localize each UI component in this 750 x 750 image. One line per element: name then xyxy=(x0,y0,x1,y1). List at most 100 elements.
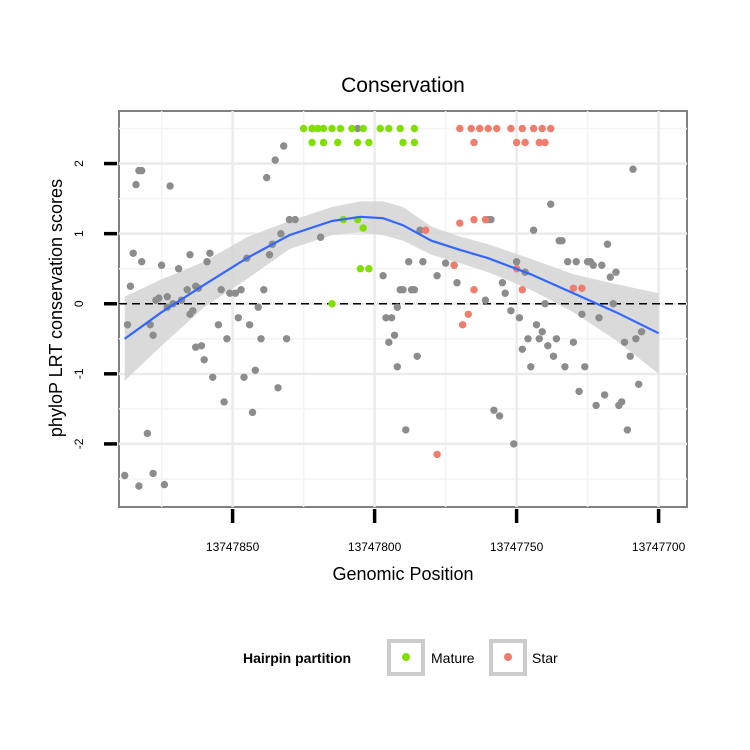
point-other xyxy=(626,352,634,360)
point-other xyxy=(226,289,234,297)
point-mature xyxy=(336,124,345,133)
point-star xyxy=(521,138,529,147)
point-other xyxy=(132,180,140,189)
point-other xyxy=(618,398,626,406)
point-star xyxy=(456,219,464,227)
point-star xyxy=(464,310,472,318)
point-other xyxy=(600,391,609,399)
point-other xyxy=(157,261,166,269)
point-mature xyxy=(308,124,316,133)
point-other xyxy=(413,352,421,360)
point-mature xyxy=(299,124,308,133)
point-other xyxy=(260,286,268,294)
y-tick-label: 0 xyxy=(72,300,86,307)
point-star xyxy=(470,138,478,147)
point-other xyxy=(501,289,509,297)
point-other xyxy=(518,345,526,353)
point-other xyxy=(515,314,524,322)
point-other xyxy=(316,233,325,241)
point-other xyxy=(433,272,441,280)
point-other xyxy=(353,124,362,133)
data-points xyxy=(121,124,646,490)
point-other xyxy=(405,258,413,266)
point-other xyxy=(637,328,646,336)
point-other xyxy=(453,279,461,287)
point-mature xyxy=(348,124,356,133)
point-mature xyxy=(365,265,373,273)
point-other xyxy=(138,258,146,266)
legend: Hairpin partition Mature Star xyxy=(243,639,558,676)
point-mature xyxy=(328,124,336,133)
point-other xyxy=(129,249,137,257)
point-other xyxy=(498,279,507,287)
point-other xyxy=(143,429,152,438)
point-other xyxy=(209,373,217,381)
point-other xyxy=(240,373,248,381)
point-other xyxy=(220,398,228,406)
point-other xyxy=(387,314,396,322)
point-star xyxy=(470,215,478,224)
x-tick-label: 13747700 xyxy=(632,540,686,554)
point-other xyxy=(532,321,541,329)
point-star xyxy=(512,138,521,147)
point-other xyxy=(581,363,589,371)
point-other xyxy=(393,303,401,311)
point-other xyxy=(186,251,194,259)
point-mature xyxy=(376,124,384,133)
point-other xyxy=(217,286,225,294)
point-mature xyxy=(385,124,393,133)
point-other xyxy=(512,258,521,266)
point-other xyxy=(578,310,586,318)
point-other xyxy=(251,366,259,374)
point-star xyxy=(433,450,441,459)
point-star xyxy=(518,124,526,133)
point-other xyxy=(121,471,129,480)
legend-star-dot xyxy=(504,653,512,661)
point-mature xyxy=(308,138,316,147)
point-other xyxy=(285,215,294,224)
point-mature xyxy=(356,265,365,273)
point-other xyxy=(623,426,632,434)
point-other xyxy=(558,237,566,245)
point-other xyxy=(265,251,274,259)
point-other xyxy=(390,331,399,339)
point-other xyxy=(163,293,171,301)
x-tick-label: 13747800 xyxy=(348,540,402,554)
point-mature xyxy=(359,124,367,133)
point-other xyxy=(609,300,617,308)
point-star xyxy=(578,284,586,292)
point-other xyxy=(277,230,285,238)
point-other xyxy=(575,387,583,396)
point-other xyxy=(291,215,299,224)
point-other xyxy=(441,259,450,267)
point-mature xyxy=(359,224,367,232)
legend-mature-dot xyxy=(402,653,410,661)
point-other xyxy=(248,408,257,417)
x-tick-label: 13747850 xyxy=(206,540,260,554)
point-other xyxy=(541,300,549,308)
point-star xyxy=(450,261,458,269)
legend-label-mature: Mature xyxy=(431,650,475,666)
point-star xyxy=(456,124,464,133)
point-mature xyxy=(314,124,322,133)
point-other xyxy=(598,261,606,269)
point-other xyxy=(245,321,254,329)
point-other xyxy=(234,314,242,322)
point-star xyxy=(467,124,475,133)
point-other xyxy=(138,166,146,175)
point-other xyxy=(524,335,532,343)
point-other xyxy=(490,406,498,414)
point-other xyxy=(495,412,504,420)
point-other xyxy=(263,173,271,182)
point-other xyxy=(203,258,211,266)
point-other xyxy=(155,294,163,302)
point-other xyxy=(189,307,197,315)
point-other xyxy=(254,303,262,311)
point-other xyxy=(183,286,191,294)
point-other xyxy=(166,182,174,190)
point-other xyxy=(535,335,543,343)
point-other xyxy=(223,335,231,343)
point-other xyxy=(149,469,157,478)
point-other xyxy=(197,342,206,350)
point-other xyxy=(612,268,620,276)
